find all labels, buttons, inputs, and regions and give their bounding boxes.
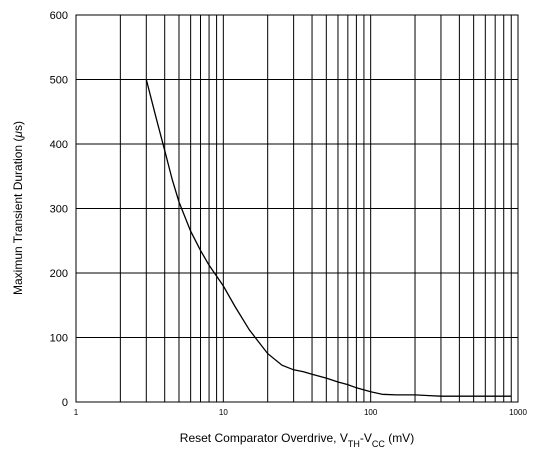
x-tick-labels: 1 10 100 1000 (74, 408, 528, 417)
y-tick-label: 300 (50, 204, 68, 216)
y-tick-label: 500 (50, 75, 68, 87)
y-tick-label: 0 (62, 397, 68, 409)
x-tick-label: 100 (364, 408, 378, 417)
y-tick-label: 400 (50, 139, 68, 151)
x-axis-label: Reset Comparator Overdrive, VTH-VCC (mV) (180, 431, 414, 449)
plot-frame (75, 14, 519, 403)
y-tick-labels: 0 100 200 300 400 500 600 (50, 10, 68, 409)
series-line (145, 79, 512, 397)
x-tick-label: 1 (74, 408, 79, 417)
y-tick-label: 100 (50, 333, 68, 345)
y-axis-label: Maximun Transient Duration (μs) (11, 121, 25, 295)
y-tick-label: 200 (50, 268, 68, 280)
y-tick-label: 600 (50, 10, 68, 22)
x-tick-label: 1000 (509, 408, 527, 417)
x-tick-label: 10 (219, 408, 228, 417)
